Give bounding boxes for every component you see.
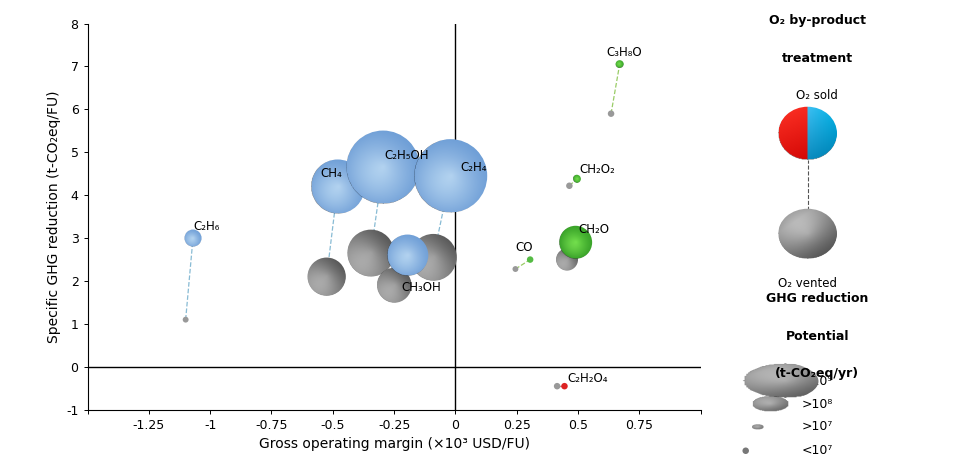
Text: CO: CO	[516, 242, 533, 254]
Point	[550, 382, 565, 390]
Text: C₂H₅OH: C₂H₅OH	[384, 149, 429, 162]
X-axis label: Gross operating margin (×10³ USD/FU): Gross operating margin (×10³ USD/FU)	[259, 438, 529, 451]
Point	[738, 447, 753, 455]
Text: O₂ by-product: O₂ by-product	[769, 14, 866, 27]
Point	[557, 382, 572, 390]
Text: C₂H₂O₄: C₂H₂O₄	[567, 372, 607, 385]
Point	[523, 256, 538, 263]
Point	[178, 316, 194, 324]
Text: GHG reduction: GHG reduction	[766, 292, 869, 305]
Text: O₂ sold: O₂ sold	[796, 89, 839, 103]
Text: treatment: treatment	[781, 52, 853, 65]
Text: CH₃OH: CH₃OH	[402, 281, 441, 294]
Text: C₃H₈O: C₃H₈O	[606, 46, 642, 59]
Text: CH₄: CH₄	[320, 167, 342, 180]
Point	[561, 182, 577, 189]
Text: >10⁹: >10⁹	[802, 375, 833, 388]
Text: CH₂O₂: CH₂O₂	[579, 163, 615, 176]
Text: CH₂O: CH₂O	[578, 223, 609, 236]
Text: <10⁷: <10⁷	[802, 444, 833, 457]
Y-axis label: Specific GHG reduction (t-CO₂eq/FU): Specific GHG reduction (t-CO₂eq/FU)	[47, 90, 60, 343]
Text: (t-CO₂eq/yr): (t-CO₂eq/yr)	[775, 367, 859, 381]
Point	[603, 110, 619, 117]
Text: >10⁷: >10⁷	[802, 421, 833, 433]
Text: >10⁸: >10⁸	[802, 398, 833, 411]
Point	[508, 265, 523, 273]
Text: C₂H₄: C₂H₄	[460, 161, 486, 174]
Text: C₂H₆: C₂H₆	[193, 220, 219, 233]
Text: Potential: Potential	[785, 330, 849, 343]
Text: O₂ vented: O₂ vented	[778, 277, 837, 290]
